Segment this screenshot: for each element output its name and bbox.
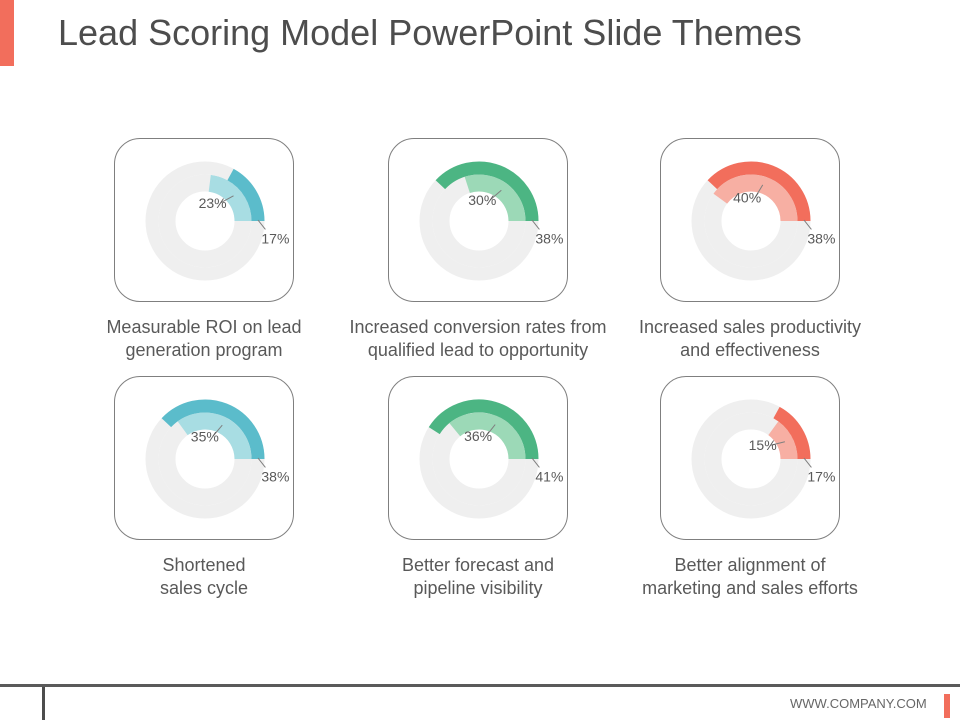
chart-card: 35% 38% [114,376,294,540]
caption-line: Shortened [162,555,246,575]
outer-leader-line [803,219,812,230]
caption-line: Measurable ROI on lead [106,317,302,337]
caption-line: Increased conversion rates from [349,317,607,337]
chart-caption: Increased conversion rates from qualifie… [338,316,618,362]
radial-chart: 36% 41% [419,399,563,519]
outer-leader-line [531,457,540,468]
inner-leader-line [770,441,785,446]
outer-value-arc [227,168,265,222]
chart-card: 40% 38% [660,138,840,302]
outer-leader-line [257,457,266,468]
chart-caption: Shortened sales cycle [64,554,344,600]
caption-line: and effectiveness [680,340,820,360]
outer-leader-line [531,219,540,230]
radial-chart: 23% 17% [145,161,289,281]
chart-card: 36% 41% [388,376,568,540]
caption-line: pipeline visibility [413,578,543,598]
inner-value-label: 40% [733,189,761,205]
title-accent-bar [0,0,14,66]
inner-value-label: 35% [191,428,219,444]
chart-card: 15% 17% [660,376,840,540]
inner-value-label: 36% [464,428,492,444]
outer-value-label: 38% [261,468,289,484]
outer-value-arc [161,399,265,460]
footer-accent-bar [944,694,950,718]
outer-value-arc [773,406,811,460]
caption-line: sales cycle [159,578,249,598]
footer-divider [0,684,960,687]
radial-chart: 40% 38% [691,161,835,281]
outer-leader-line [257,219,266,230]
outer-value-label: 38% [535,230,563,246]
caption-line: qualified lead to opportunity [367,340,589,360]
chart-caption: Better forecast and pipeline visibility [338,554,618,600]
outer-value-label: 41% [535,468,563,484]
radial-chart: 30% 38% [419,161,563,281]
slide-title: Lead Scoring Model PowerPoint Slide Them… [58,12,802,53]
inner-leader-line [754,184,764,198]
inner-value-label: 15% [749,437,777,453]
chart-caption: Increased sales productivity and effecti… [610,316,890,362]
inner-value-label: 23% [199,195,227,211]
outer-value-label: 17% [261,230,289,246]
chart-caption: Better alignment of marketing and sales … [610,554,890,600]
caption-line: Better alignment of [674,555,826,575]
caption-line: Better forecast and [401,555,555,575]
inner-leader-line [212,424,223,437]
chart-card: 30% 38% [388,138,568,302]
caption-line: generation program [125,340,283,360]
inner-leader-line [220,195,234,204]
inner-value-label: 30% [468,192,496,208]
caption-line: Increased sales productivity [638,317,862,337]
radial-chart: 15% 17% [691,399,835,519]
caption-line: marketing and sales efforts [642,578,858,598]
outer-value-arc [428,399,539,460]
inner-leader-line [489,189,502,201]
outer-leader-line [803,457,812,468]
radial-chart: 35% 38% [145,399,289,519]
chart-caption: Measurable ROI on lead generation progra… [64,316,344,362]
outer-value-label: 38% [807,230,835,246]
footer-left-bar [42,687,45,720]
outer-value-arc [707,161,811,222]
footer-url: WWW.COMPANY.COM [790,696,927,711]
chart-card: 23% 17% [114,138,294,302]
inner-leader-line [485,424,496,437]
outer-value-label: 17% [807,468,835,484]
outer-value-arc [435,161,539,222]
